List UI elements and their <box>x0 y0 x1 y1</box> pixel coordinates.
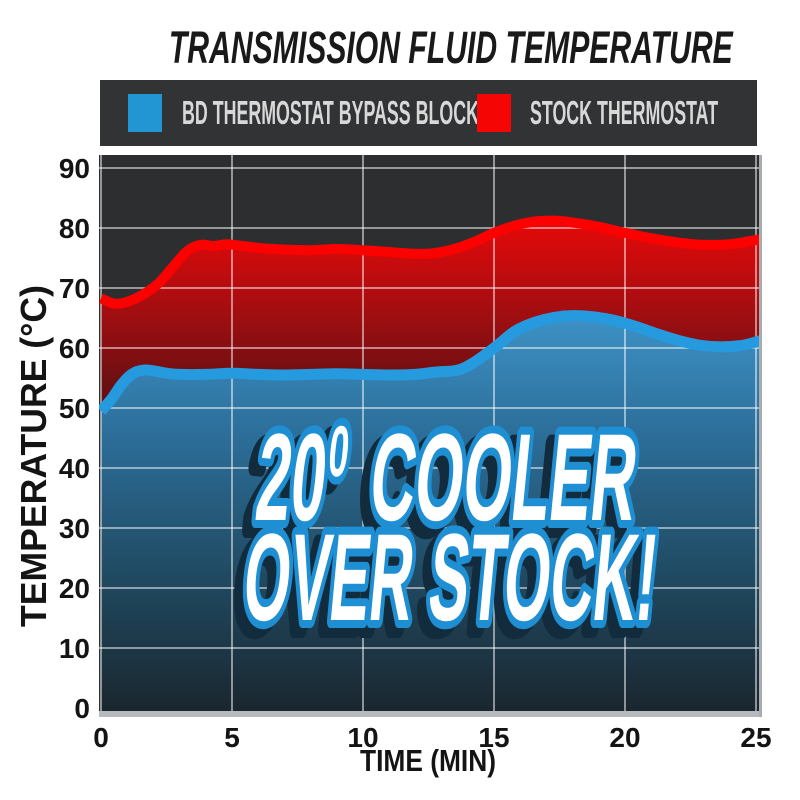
x-tick-label: 20 <box>609 722 640 753</box>
x-tick-label: 15 <box>478 722 509 753</box>
gridlines <box>99 155 762 712</box>
overlay-line2: OVER STOCK! <box>238 508 663 646</box>
x-axis-tick-labels: 0 5 10 15 20 25 <box>93 722 771 753</box>
y-tick-label: 30 <box>59 513 90 544</box>
y-tick-label: 50 <box>59 393 90 424</box>
y-axis-title: TEMPERATURE (°C) <box>13 285 54 627</box>
stock-thermostat-line <box>99 215 762 309</box>
x-axis-baseline <box>99 711 762 717</box>
bd-bypass-area <box>101 315 762 716</box>
legend-label-stock: STOCK THERMOSTAT <box>530 94 719 131</box>
y-tick-label: 10 <box>59 633 90 664</box>
legend-label-bd-bypass: BD THERMOSTAT BYPASS BLOCK <box>182 94 479 131</box>
chart-title-text: TRANSMISSION FLUID TEMPERATURE <box>168 22 733 73</box>
legend: BD THERMOSTAT BYPASS BLOCK STOCK THERMOS… <box>100 80 757 146</box>
legend-swatch-stock <box>477 94 511 132</box>
y-tick-label: 40 <box>59 453 90 484</box>
overlay-line1-shadow: 200COOLER <box>242 417 635 556</box>
legend-swatch-bd-bypass <box>128 94 162 132</box>
y-tick-label: 90 <box>59 153 90 184</box>
y-tick-label: 70 <box>59 273 90 304</box>
x-tick-label: 5 <box>224 722 240 753</box>
overlay-line2-shadow: OVER STOCK! <box>230 517 655 655</box>
y-tick-label: 20 <box>59 573 90 604</box>
y-tick-label: 60 <box>59 333 90 364</box>
overlay-annotation: 200COOLER 200COOLER OVER STOCK! OVER STO… <box>224 402 669 662</box>
y-tick-label: 0 <box>74 693 90 724</box>
y-tick-label: 80 <box>59 213 90 244</box>
plot-right-border <box>759 155 762 717</box>
x-axis-title: TIME (MIN) <box>360 743 496 778</box>
bd-bypass-line <box>99 310 762 415</box>
x-tick-label: 0 <box>93 722 109 753</box>
x-tick-label: 25 <box>740 722 771 753</box>
x-tick-label: 10 <box>347 722 378 753</box>
y-axis-tick-labels: 0 10 20 30 40 50 60 70 80 90 <box>59 153 90 724</box>
chart-title: TRANSMISSION FLUID TEMPERATURE <box>30 22 800 74</box>
